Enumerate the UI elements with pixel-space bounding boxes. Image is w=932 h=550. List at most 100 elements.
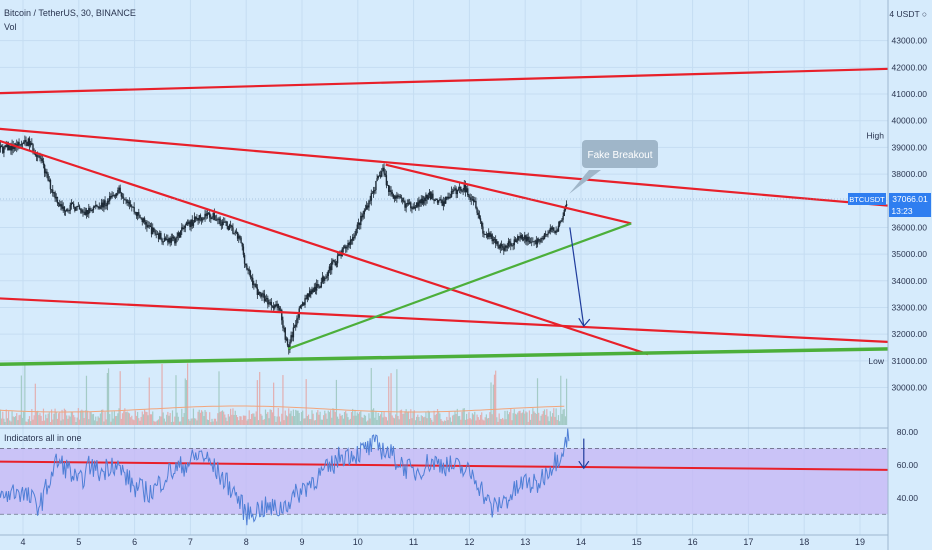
volume-bar (559, 421, 561, 425)
volume-bar (524, 413, 526, 425)
candle-body (555, 230, 557, 233)
trend-line-resistance (0, 67, 894, 95)
candle-body (403, 201, 405, 203)
volume-bar (54, 408, 56, 425)
candle-body (471, 199, 474, 201)
candle-body (320, 282, 322, 288)
candle-body (560, 221, 562, 223)
volume-bar (132, 419, 134, 425)
volume-bar (507, 414, 510, 425)
volume-bar (433, 410, 435, 425)
oscillator-tick-label: 80.00 (897, 427, 919, 437)
volume-bar (193, 418, 196, 425)
volume-bar (319, 411, 321, 425)
candle-body (368, 200, 370, 208)
candle-body (5, 145, 7, 148)
candle-body (354, 234, 356, 238)
candle-body (290, 335, 292, 343)
candle-body (292, 327, 295, 338)
candle-body (340, 254, 342, 256)
candle-body (210, 217, 212, 220)
volume-bar (200, 410, 203, 425)
candle-body (53, 192, 55, 194)
candle-body (26, 142, 28, 146)
candle-body (331, 261, 333, 271)
symbol-title: Bitcoin / TetherUS, 30, BINANCE (4, 8, 136, 18)
candle-body (231, 225, 233, 228)
price-tick-label: 43000.00 (892, 36, 928, 46)
price-tick-label: 35000.00 (892, 249, 928, 259)
indicator-title: Indicators all in one (4, 433, 82, 443)
volume-bar (171, 410, 174, 425)
volume-bar (267, 412, 269, 425)
volume-bar (3, 418, 5, 425)
candle-body (531, 241, 533, 243)
volume-bar (283, 420, 285, 425)
candle-body (233, 233, 235, 234)
candle-body (491, 234, 493, 242)
volume-bar (259, 371, 261, 425)
candle-body (529, 241, 532, 243)
candle-body (248, 269, 250, 271)
volume-bar (357, 413, 360, 425)
oscillator-tick-label: 40.00 (897, 493, 919, 503)
candle-body (17, 142, 19, 148)
candle-body (206, 213, 209, 216)
candle-body (21, 143, 24, 145)
volume-bar (318, 414, 320, 425)
candle-body (243, 254, 246, 264)
volume-bar (70, 412, 72, 425)
candle-body (264, 298, 267, 302)
candle-body (174, 238, 176, 244)
time-tick-label: 14 (576, 537, 586, 547)
candle-body (332, 260, 334, 262)
candle-body (139, 214, 141, 218)
volume-bar (175, 375, 177, 425)
price-tick-label: 34000.00 (892, 276, 928, 286)
volume-bar (90, 412, 92, 425)
candle-body (339, 254, 341, 256)
volume-bar (34, 383, 36, 425)
volume-bar (268, 418, 270, 425)
candle-body (196, 218, 198, 220)
volume-bar (461, 411, 463, 425)
volume-bar (457, 416, 460, 425)
volume-bar (521, 412, 524, 425)
volume-bar (182, 416, 184, 425)
volume-bar (74, 417, 76, 425)
candle-body (454, 188, 456, 190)
candle-body (90, 210, 92, 211)
candle-body (507, 241, 510, 247)
volume-bar (281, 413, 283, 425)
volume-bar (503, 419, 505, 425)
volume-bar (407, 411, 410, 425)
candle-body (412, 206, 414, 209)
volume-bar (377, 412, 379, 425)
volume-bar (450, 421, 453, 425)
volume-bar (18, 415, 20, 425)
candle-body (324, 277, 326, 281)
callout-pointer (569, 170, 601, 194)
candle-body (177, 232, 180, 237)
candle-body (527, 236, 529, 241)
candle-body (119, 187, 121, 194)
candle-body (40, 158, 42, 159)
volume-bar (82, 410, 84, 425)
volume-bar (12, 416, 14, 425)
volume-bar (417, 414, 419, 425)
candle-body (444, 196, 447, 204)
time-tick-label: 6 (132, 537, 137, 547)
candle-body (427, 195, 429, 200)
volume-bar (406, 412, 408, 425)
candle-body (167, 239, 169, 243)
volume-bar (379, 414, 382, 425)
time-tick-label: 13 (520, 537, 530, 547)
candle-body (518, 236, 520, 237)
volume-bar (412, 411, 414, 425)
candle-body (141, 218, 143, 223)
volume-bar (464, 419, 467, 425)
candle-body (428, 192, 431, 196)
volume-bar (119, 371, 121, 425)
candle-body (67, 209, 69, 211)
